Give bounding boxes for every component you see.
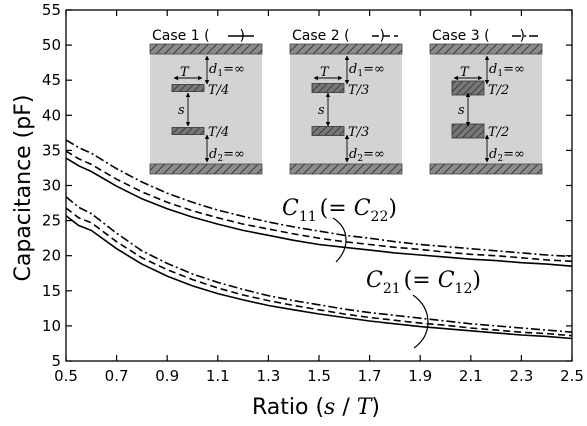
x-tick-label: 2.1 — [459, 367, 483, 385]
inset-d2-label: d2=∞ — [209, 147, 245, 164]
inset-upper-thickness-label: T/2 — [488, 83, 509, 98]
inset-title: Case 3 () — [432, 28, 525, 44]
c21-brace — [412, 294, 429, 349]
inset-s-label: s — [178, 103, 185, 118]
inset-T-label: T — [180, 65, 190, 80]
x-tick-label: 0.7 — [105, 367, 129, 385]
inset-T-label: T — [460, 65, 470, 80]
x-tick-label: 0.9 — [155, 367, 179, 385]
inset-dielectric — [290, 44, 402, 174]
inset-upper-thickness-label: T/4 — [208, 83, 229, 98]
inset-lower-conductor — [311, 126, 345, 136]
y-axis-title: Capacitance (pF) — [11, 95, 36, 282]
inset-bottom-ground — [149, 163, 263, 175]
inset-bottom-ground — [289, 163, 403, 175]
y-tick-label: 25 — [42, 212, 61, 230]
inset-top-ground — [149, 43, 263, 55]
y-tick-label: 5 — [51, 352, 61, 370]
y-tick-label: 50 — [42, 36, 61, 54]
inset-case-3: Case 3 () T d1=∞ T/2 s T/2 d2=∞ — [429, 28, 543, 175]
c11-annotation: C11 (= C22) — [282, 196, 397, 263]
c21-label: C21 (= C12) — [366, 268, 481, 297]
inset-bottom-ground — [429, 163, 543, 175]
x-tick-label: 0.5 — [54, 367, 78, 385]
inset-s-label: s — [458, 103, 465, 118]
x-tick-label: 1.9 — [408, 367, 432, 385]
y-tick-label: 10 — [42, 317, 61, 335]
inset-lower-thickness-label: T/3 — [348, 125, 369, 140]
series-c21-case3-line — [65, 196, 573, 333]
inset-d1-label: d1=∞ — [489, 62, 525, 79]
inset-top-ground — [429, 43, 543, 55]
inset-lower-thickness-label: T/4 — [208, 125, 229, 140]
c11-brace — [332, 217, 347, 263]
x-tick-label: 1.1 — [206, 367, 230, 385]
inset-case-2: Case 2 () T d1=∞ T/3 s T/3 d2=∞ — [289, 28, 403, 175]
inset-dielectric — [430, 44, 542, 174]
inset-dielectric — [150, 44, 262, 174]
inset-schematics: Case 1 ()Td1=∞T/4sT/4d2=∞Case 2 ()Td1=∞T… — [149, 28, 543, 175]
series-c21-case1-line — [65, 215, 573, 340]
inset-s-label: s — [318, 103, 325, 118]
inset-upper-conductor — [171, 84, 205, 92]
x-tick-label: 1.5 — [307, 367, 331, 385]
y-tick-label: 20 — [42, 247, 61, 265]
x-axis: 0.5 0.7 0.9 1.1 1.3 1.5 1.7 1.9 2.1 2.3 2.5 — [54, 10, 584, 385]
inset-lower-thickness-label: T/2 — [488, 125, 509, 140]
x-tick-label: 1.7 — [358, 367, 382, 385]
inset-upper-conductor — [311, 83, 345, 93]
inset-T-label: T — [320, 65, 330, 80]
x-axis-title: Ratio (s / T) — [252, 395, 380, 420]
inset-d2-label: d2=∞ — [489, 147, 525, 164]
inset-d2-label: d2=∞ — [349, 147, 385, 164]
inset-d1-label: d1=∞ — [349, 62, 385, 79]
inset-d1-label: d1=∞ — [209, 62, 245, 79]
c11-label: C11 (= C22) — [282, 196, 397, 225]
inset-lower-conductor — [171, 127, 205, 135]
y-tick-label: 30 — [42, 177, 61, 195]
inset-upper-conductor — [451, 80, 485, 96]
y-tick-label: 55 — [42, 1, 61, 19]
y-tick-label: 45 — [42, 71, 61, 89]
series-c11-case1-line — [65, 157, 573, 267]
y-tick-label: 15 — [42, 282, 61, 300]
series-c11-case2-line — [65, 150, 573, 263]
x-tick-label: 2.3 — [509, 367, 533, 385]
y-tick-label: 35 — [42, 141, 61, 159]
c21-annotation: C21 (= C12) — [366, 268, 481, 349]
series-layer — [65, 139, 573, 340]
inset-upper-thickness-label: T/3 — [348, 83, 369, 98]
inset-title: Case 2 () — [292, 28, 385, 44]
x-tick-label: 1.3 — [256, 367, 280, 385]
inset-lower-conductor — [451, 123, 485, 139]
series-c21-case2-line — [65, 207, 573, 337]
series-c11-case3-line — [65, 139, 573, 258]
inset-case-1: Case 1 ()Td1=∞T/4sT/4d2=∞ — [149, 28, 263, 175]
inset-top-ground — [289, 43, 403, 55]
x-tick-label: 2.5 — [560, 367, 584, 385]
y-tick-label: 40 — [42, 106, 61, 124]
y-axis: 5 10 15 20 25 30 35 40 45 50 55 — [42, 1, 572, 370]
